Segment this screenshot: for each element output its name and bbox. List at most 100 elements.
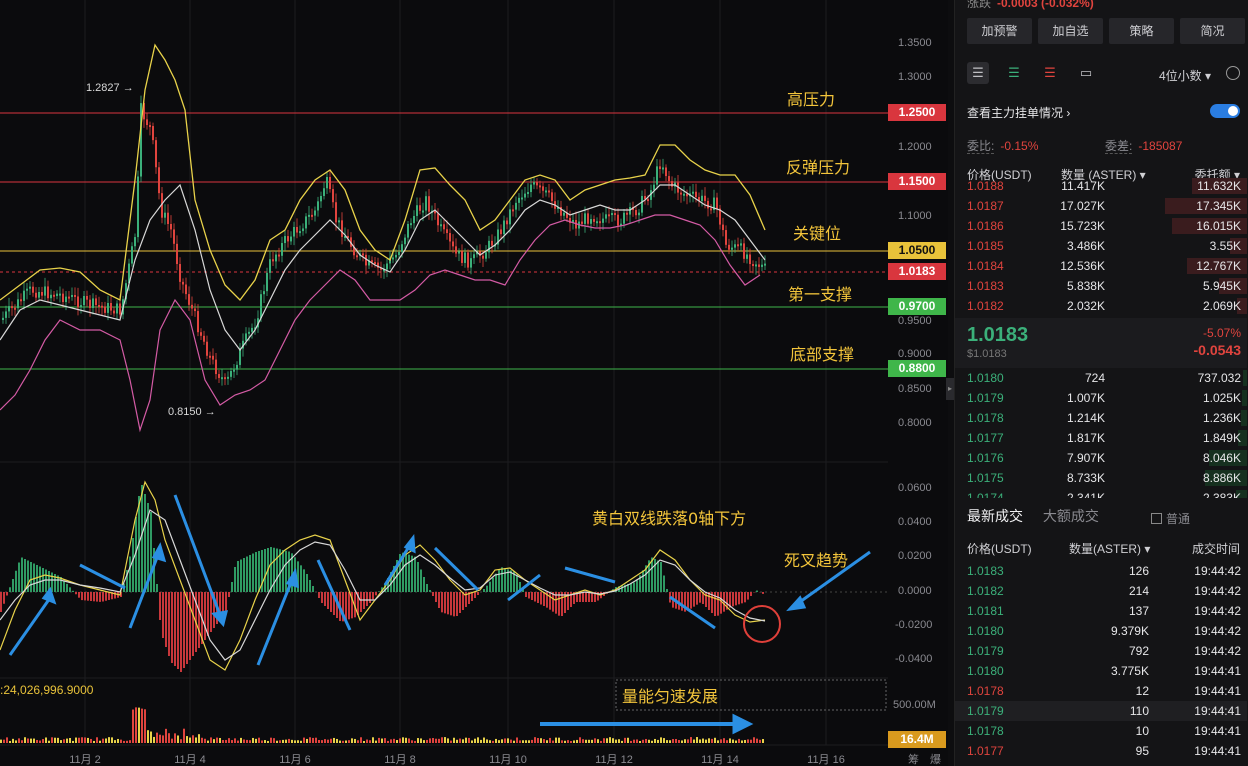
ask-total: 16.015K xyxy=(1196,219,1241,233)
tr-qty-header[interactable]: 数量(ASTER) ▾ xyxy=(1069,542,1151,556)
macd-bar xyxy=(492,577,494,592)
macd-bar xyxy=(87,592,89,601)
candle xyxy=(368,260,370,266)
main-order-toggle[interactable] xyxy=(1210,104,1240,118)
bid-row[interactable]: 1.0177 1.817K 1.849K xyxy=(955,428,1247,448)
volume-bar xyxy=(252,737,254,743)
volume-bar xyxy=(390,739,392,743)
candle xyxy=(335,202,337,223)
candle xyxy=(203,335,205,342)
bid-row[interactable]: 1.0179 1.007K 1.025K xyxy=(955,388,1247,408)
macd-bar xyxy=(699,592,701,603)
bid-row[interactable]: 1.0176 7.907K 8.046K xyxy=(955,448,1247,468)
candle xyxy=(305,216,307,229)
volume-bar xyxy=(720,739,722,743)
macd-bar xyxy=(321,592,323,603)
candle xyxy=(515,202,517,210)
collapse-sidebar-button[interactable]: ▸ xyxy=(946,378,954,400)
ob-qty-header[interactable]: 数量 (ASTER) ▾ xyxy=(1061,168,1146,182)
bid-row[interactable]: 1.0175 8.733K 8.886K xyxy=(955,468,1247,488)
orderbook-both-icon[interactable]: ☰ xyxy=(967,62,989,84)
candle xyxy=(416,205,418,216)
boll-lower-line xyxy=(0,214,761,433)
macd-bar xyxy=(516,574,518,592)
macd-bar xyxy=(684,592,686,612)
settings-icon[interactable] xyxy=(1226,66,1240,80)
macd-bar xyxy=(645,565,647,592)
macd-bar xyxy=(147,503,149,592)
depth-chart-icon[interactable]: ▭ xyxy=(1079,65,1093,80)
ask-row[interactable]: 1.0183 5.838K 5.945K xyxy=(955,276,1247,296)
macd-bar xyxy=(561,592,563,616)
orderbook-asks-icon[interactable]: ☰ xyxy=(1044,65,1056,80)
macd-bar xyxy=(750,592,752,596)
bid-row[interactable]: 1.0180 724 737.032 xyxy=(955,368,1247,388)
candle xyxy=(545,190,547,193)
macd-bar xyxy=(462,592,464,610)
trade-row: 1.0177 95 19:44:41 xyxy=(955,741,1247,761)
annotation-key-level: 关键位 xyxy=(793,224,842,243)
volume-bar xyxy=(357,740,359,743)
add-alert-button[interactable]: 加预警 xyxy=(967,18,1032,44)
bid-row[interactable]: 1.0174 2.341K 2.383K xyxy=(955,488,1247,498)
normal-checkbox[interactable]: 普通 xyxy=(1151,510,1190,527)
ask-row[interactable]: 1.0182 2.032K 2.069K xyxy=(955,296,1247,316)
volume-bar xyxy=(207,740,209,743)
ask-row[interactable]: 1.0188 11.417K 11.632K xyxy=(955,176,1247,196)
overview-button[interactable]: 简况 xyxy=(1180,18,1245,44)
volume-bar xyxy=(699,739,701,743)
liquidation-icon[interactable]: 爆 xyxy=(930,754,941,766)
candle xyxy=(263,291,265,295)
kline-chart-svg[interactable] xyxy=(0,0,948,766)
candle xyxy=(254,327,256,330)
candle xyxy=(533,182,535,185)
volume-bar xyxy=(327,739,329,743)
ask-row[interactable]: 1.0184 12.536K 12.767K xyxy=(955,256,1247,276)
tab-latest-trades[interactable]: 最新成交 xyxy=(967,508,1023,524)
volume-bar xyxy=(366,739,368,743)
volume-bar xyxy=(498,740,500,743)
ask-row[interactable]: 1.0185 3.486K 3.55K xyxy=(955,236,1247,256)
bid-total: 8.886K xyxy=(1202,471,1241,485)
volume-bar xyxy=(198,734,200,743)
orderbook-bids-icon[interactable]: ☰ xyxy=(1008,65,1020,80)
trade-time: 19:44:41 xyxy=(1194,724,1241,738)
candle xyxy=(338,220,340,223)
bid-price: 1.0175 xyxy=(967,471,1004,485)
tab-large-trades[interactable]: 大额成交 xyxy=(1042,508,1099,524)
add-watchlist-button[interactable]: 加自选 xyxy=(1038,18,1103,44)
macd-bar xyxy=(189,592,191,660)
order-panel: 涨跌 -0.0003 (-0.032%) 加预警 加自选 策略 简况 ☰ ☰ ☰ … xyxy=(954,0,1248,766)
candle xyxy=(668,176,670,182)
precision-select[interactable]: 4位小数 ▾ xyxy=(1159,69,1212,83)
chip-icon[interactable]: 筹 xyxy=(908,754,919,766)
volume-bar xyxy=(315,737,317,743)
ask-row[interactable]: 1.0186 15.723K 16.015K xyxy=(955,216,1247,236)
macd-bar xyxy=(66,583,68,592)
candle xyxy=(29,286,31,289)
macd-bar xyxy=(762,592,764,594)
candle xyxy=(647,199,649,202)
candle xyxy=(638,212,640,216)
volume-bar xyxy=(600,740,602,743)
bid-row[interactable]: 1.0178 1.214K 1.236K xyxy=(955,408,1247,428)
macd-bar xyxy=(63,580,65,592)
macd-bar xyxy=(648,560,650,592)
volume-bar xyxy=(348,740,350,743)
candle xyxy=(644,195,646,200)
volume-bar xyxy=(27,738,29,743)
ask-qty: 12.536K xyxy=(1060,259,1105,273)
candle xyxy=(17,299,19,309)
candle xyxy=(608,214,610,217)
macd-bar xyxy=(6,592,8,596)
volume-bar xyxy=(447,738,449,743)
strategy-button[interactable]: 策略 xyxy=(1109,18,1174,44)
macd-bar xyxy=(390,572,392,592)
candle xyxy=(683,193,685,196)
macd-bar xyxy=(735,592,737,606)
ask-row[interactable]: 1.0187 17.027K 17.345K xyxy=(955,196,1247,216)
main-order-link[interactable]: 查看主力挂单情况 › xyxy=(967,106,1071,120)
candle xyxy=(377,262,379,268)
macd-bar xyxy=(18,562,20,592)
kline-chart-area[interactable]: 1.3500 1.3000 1.2000 1.1000 0.9500 0.900… xyxy=(0,0,948,766)
